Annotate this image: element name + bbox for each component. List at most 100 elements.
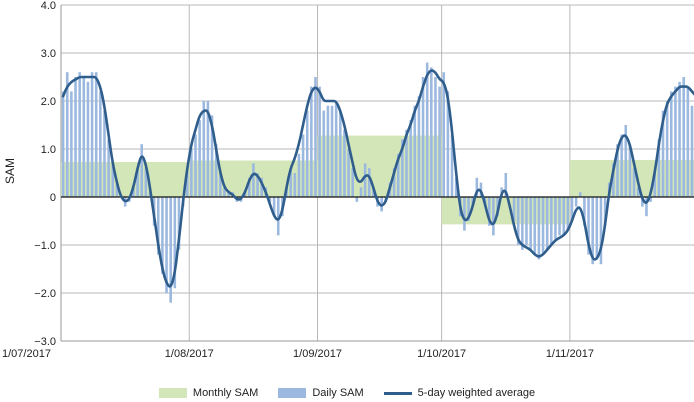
daily-bar xyxy=(202,101,206,197)
daily-bar xyxy=(289,168,292,197)
daily-bar xyxy=(641,197,644,207)
daily-bar xyxy=(450,134,454,197)
daily-bar xyxy=(442,72,446,197)
legend-label-daily: Daily SAM xyxy=(312,387,364,399)
legend-label-monthly: Monthly SAM xyxy=(192,387,259,399)
daily-bar xyxy=(492,197,495,236)
daily-bar xyxy=(107,139,110,197)
daily-bar xyxy=(161,197,164,274)
daily-bar xyxy=(533,197,537,255)
daily-bar xyxy=(624,125,628,197)
daily-bar xyxy=(591,197,594,265)
daily-bar xyxy=(645,197,648,217)
daily-bar xyxy=(487,197,491,226)
weighted-average-series xyxy=(61,69,694,288)
daily-bar xyxy=(678,81,681,197)
daily-bar xyxy=(537,197,541,260)
daily-bar xyxy=(322,110,326,197)
daily-bar xyxy=(595,197,599,260)
y-tick-label: 0 xyxy=(50,192,56,204)
daily-bar xyxy=(248,177,251,197)
y-tick-label: 2.0 xyxy=(41,96,56,108)
daily-bar xyxy=(94,72,98,197)
daily-bar xyxy=(185,168,189,197)
daily-bar xyxy=(628,144,632,197)
daily-bar xyxy=(227,192,230,197)
daily-bar xyxy=(359,187,363,197)
daily-bar xyxy=(214,144,218,197)
daily-bar xyxy=(115,182,119,197)
daily-bar xyxy=(78,72,81,197)
daily-bar xyxy=(318,86,321,197)
daily-bar xyxy=(599,197,603,265)
daily-bar xyxy=(612,163,615,197)
daily-bar xyxy=(90,72,94,197)
daily-bar xyxy=(301,134,305,197)
x-tick-label: 1/08/2017 xyxy=(165,348,214,360)
daily-bar xyxy=(144,168,148,197)
y-tick-label: −2.0 xyxy=(34,288,56,300)
daily-bar xyxy=(570,197,574,221)
daily-bar xyxy=(554,197,557,241)
y-tick-labels: 4.0 3.0 2.0 1.0 0 −1.0 −2.0 −3.0 xyxy=(34,0,56,348)
daily-bar xyxy=(438,86,441,197)
y-axis-label: SAM xyxy=(3,158,17,184)
daily-bar xyxy=(392,168,396,197)
daily-bar xyxy=(339,110,342,197)
legend-swatch-daily xyxy=(278,388,307,398)
daily-bar xyxy=(256,173,259,197)
daily-bar xyxy=(521,197,524,250)
daily-bar xyxy=(603,197,607,226)
daily-bar xyxy=(541,197,545,255)
y-tick-label: 3.0 xyxy=(41,48,56,60)
daily-bar xyxy=(653,173,657,197)
daily-bar xyxy=(297,153,301,197)
legend-swatch-monthly xyxy=(158,388,187,398)
daily-bar xyxy=(649,197,652,202)
daily-bar xyxy=(293,173,297,197)
daily-bar xyxy=(206,101,210,197)
daily-bar xyxy=(454,177,458,197)
daily-bar xyxy=(674,86,677,197)
daily-bar xyxy=(252,163,255,197)
daily-bar xyxy=(260,177,263,197)
daily-bar xyxy=(367,168,371,197)
daily-bar xyxy=(82,77,86,197)
daily-bar xyxy=(529,197,532,250)
daily-bar xyxy=(103,110,106,197)
daily-bar xyxy=(620,134,623,197)
daily-bar xyxy=(661,110,665,197)
monthly-sam-series xyxy=(61,135,694,225)
weighted-average-line xyxy=(61,69,694,288)
y-tick-label: −1.0 xyxy=(34,240,56,252)
daily-bar xyxy=(343,129,346,197)
daily-bar xyxy=(305,110,309,197)
daily-bar xyxy=(409,120,412,197)
daily-bar xyxy=(578,192,582,197)
daily-bar xyxy=(347,149,350,197)
daily-bar xyxy=(65,72,69,197)
legend-item-weighted: 5-day weighted average xyxy=(383,387,535,399)
daily-bar xyxy=(583,197,586,226)
monthly-bar xyxy=(441,197,570,225)
daily-bar xyxy=(351,168,355,197)
x-tick-label: 1/10/2017 xyxy=(417,348,466,360)
daily-bar xyxy=(190,149,193,197)
daily-bar xyxy=(463,197,466,231)
daily-sam-series xyxy=(61,62,694,303)
daily-bar xyxy=(525,197,528,245)
daily-bar xyxy=(430,67,433,198)
daily-bar xyxy=(475,177,479,197)
daily-bar xyxy=(405,129,408,197)
daily-bar xyxy=(425,62,429,197)
daily-bar xyxy=(111,163,115,197)
daily-bar xyxy=(314,77,317,197)
daily-bar xyxy=(276,197,280,236)
daily-bar xyxy=(562,197,566,236)
daily-bar xyxy=(690,105,694,197)
daily-bar xyxy=(504,173,508,197)
daily-bar xyxy=(516,197,520,245)
daily-bar xyxy=(99,91,102,197)
daily-bar xyxy=(70,91,73,197)
daily-bar xyxy=(421,77,425,197)
